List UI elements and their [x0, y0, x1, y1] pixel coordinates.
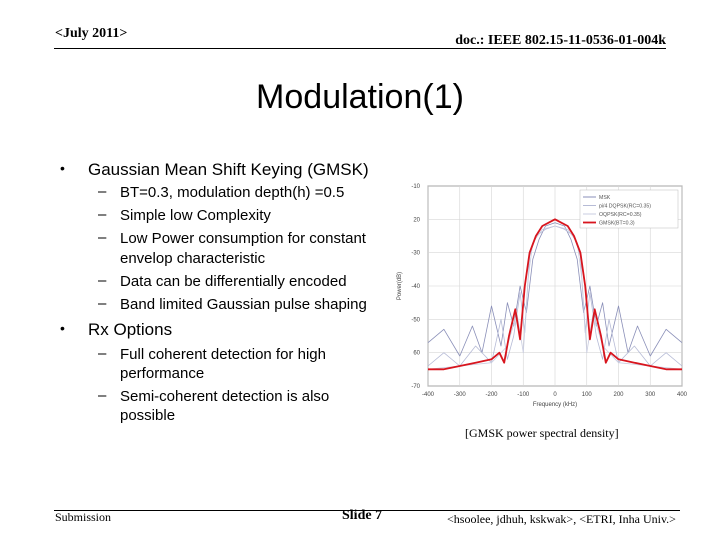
x-tick-label: -100 — [517, 392, 530, 398]
y-tick-label: -40 — [411, 284, 420, 290]
legend-label: pi/4 DQPSK(RC=0.35) — [599, 204, 651, 210]
sub-item-cont: envelop characteristic — [120, 250, 266, 267]
sub-item: BT=0.3, modulation depth(h) =0.5 — [120, 184, 345, 201]
y-tick-label: -30 — [411, 251, 420, 257]
sub-item: Low Power consumption for constant — [120, 230, 366, 247]
bullet-marker: • — [60, 320, 65, 336]
chart-caption: [GMSK power spectral density] — [465, 426, 619, 440]
sub-item-cont: possible — [120, 407, 176, 424]
x-tick-label: -200 — [485, 392, 498, 398]
y-tick-label: -50 — [411, 317, 420, 323]
sub-item-cont: performance — [120, 365, 205, 382]
sub-item: Semi-coherent detection is also — [120, 388, 330, 405]
dash-marker: – — [98, 183, 107, 200]
dash-marker: – — [98, 229, 107, 246]
dash-marker: – — [98, 295, 107, 312]
footer-slide-number: Slide 7 — [342, 508, 383, 523]
x-tick-label: 100 — [582, 392, 593, 398]
dash-marker: – — [98, 345, 107, 362]
x-tick-label: 400 — [677, 392, 688, 398]
header-date: <July 2011> — [55, 26, 128, 41]
bullet-rx-options: Rx Options — [88, 320, 173, 339]
x-tick-label: 300 — [645, 392, 656, 398]
legend-label: OQPSK(RC=0.35) — [599, 212, 642, 218]
sub-item: Full coherent detection for high — [120, 346, 326, 363]
y-axis-label: Power(dB) — [397, 272, 403, 300]
y-tick-label: 20 — [413, 217, 420, 223]
dash-marker: – — [98, 387, 107, 404]
dash-marker: – — [98, 272, 107, 289]
y-tick-label: 60 — [413, 351, 420, 357]
psd-chart: -400 -300 -200 -100 0 100 200 300 400 -10 20 -30 -40… — [397, 184, 688, 408]
header-rule — [54, 48, 666, 49]
bullet-marker: • — [60, 160, 65, 176]
footer-submission: Submission — [55, 510, 112, 524]
legend-label: MSK — [599, 195, 611, 201]
sub-item: Simple low Complexity — [120, 207, 271, 224]
x-axis-label: Frequency (kHz) — [533, 402, 577, 408]
dash-marker: – — [98, 206, 107, 223]
series-line — [428, 218, 682, 371]
y-tick-label: -10 — [411, 184, 420, 190]
x-tick-label: 200 — [613, 392, 624, 398]
legend-label: GMSK(BT=0.3) — [599, 221, 635, 227]
series-line — [427, 222, 683, 357]
slide-title: Modulation(1) — [256, 78, 464, 116]
y-tick-label: -70 — [411, 384, 420, 390]
bullet-gmsk: Gaussian Mean Shift Keying (GMSK) — [88, 160, 369, 179]
sub-item: Band limited Gaussian pulse shaping — [120, 296, 367, 313]
footer-authors: <hsoolee, jdhuh, kskwak>, <ETRI, Inha Un… — [447, 512, 676, 526]
footer-rule — [54, 510, 680, 511]
header-doc-id: doc.: IEEE 802.15-11-0536-01-004k — [455, 33, 666, 48]
legend-box — [579, 189, 679, 229]
x-tick-label: -300 — [454, 392, 467, 398]
sub-item: Data can be differentially encoded — [120, 273, 347, 290]
x-tick-label: 0 — [553, 392, 557, 398]
x-tick-label: -400 — [422, 392, 435, 398]
